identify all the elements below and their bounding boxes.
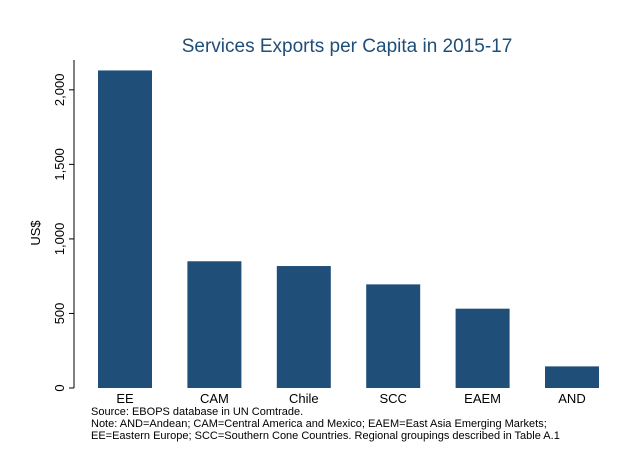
bar-eaem bbox=[455, 308, 510, 388]
x-tick-label: EAEM bbox=[464, 391, 501, 406]
x-tick-label: CAM bbox=[200, 391, 229, 406]
x-axis-ticks: EE CAM Chile SCC EAEM AND bbox=[116, 391, 585, 406]
y-tick-label: 500 bbox=[52, 303, 67, 325]
chart-title: Services Exports per Capita in 2015-17 bbox=[182, 36, 513, 57]
bar-scc bbox=[366, 284, 421, 388]
y-axis-label: US$ bbox=[28, 220, 43, 246]
bar-and bbox=[545, 366, 599, 388]
bar-chile bbox=[276, 266, 331, 388]
abbreviation-note-line-2: EE=Eastern Europe; SCC=Southern Cone Cou… bbox=[91, 430, 560, 442]
y-tick-label: 1,500 bbox=[52, 148, 67, 181]
abbreviation-note-line-1: Note: AND=Andean; CAM=Central America an… bbox=[91, 418, 547, 430]
x-tick-label: SCC bbox=[379, 391, 406, 406]
source-note: Source: EBOPS database in UN Comtrade. bbox=[91, 406, 304, 418]
bars bbox=[98, 70, 599, 388]
bar-ee bbox=[98, 70, 152, 388]
x-tick-label: EE bbox=[116, 391, 134, 406]
x-tick-label: AND bbox=[558, 391, 585, 406]
x-tick-label: Chile bbox=[289, 391, 319, 406]
bar-cam bbox=[187, 261, 242, 388]
chart-notes: Source: EBOPS database in UN Comtrade. N… bbox=[91, 406, 560, 442]
y-tick-label: 0 bbox=[52, 384, 67, 391]
y-axis-ticks: 0 500 1,000 1,500 2,000 bbox=[52, 74, 74, 392]
y-tick-label: 1,000 bbox=[52, 223, 67, 256]
y-tick-label: 2,000 bbox=[52, 74, 67, 107]
